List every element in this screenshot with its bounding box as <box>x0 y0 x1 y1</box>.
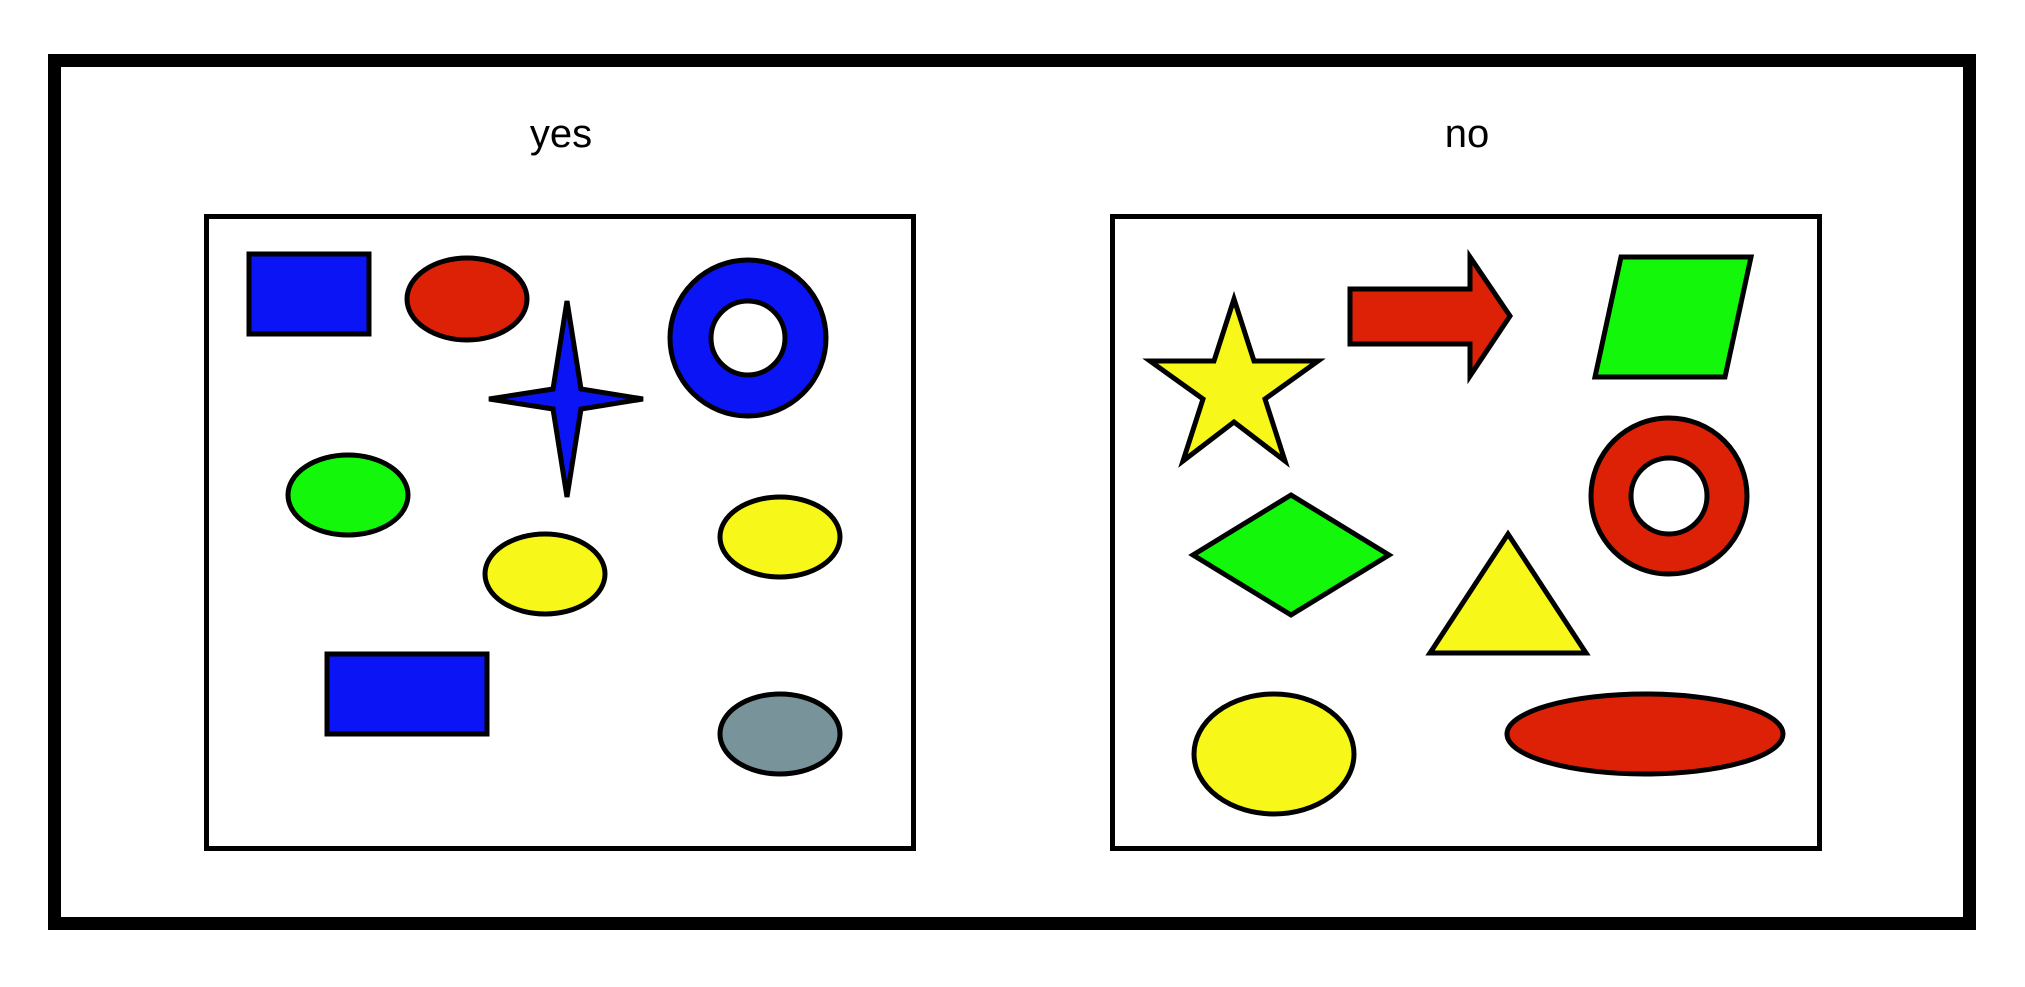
blue-rectangle-icon <box>246 251 372 337</box>
blue-rectangle-icon <box>324 651 490 737</box>
yellow-ellipse-icon <box>717 494 843 580</box>
yellow-ellipse-icon <box>482 531 608 617</box>
red-ellipse-icon <box>404 255 530 343</box>
yes-shapes <box>246 251 843 777</box>
yellow-ellipse-icon <box>1191 691 1357 817</box>
yellow-triangle-icon <box>1425 529 1591 656</box>
blue-four-point-star-icon <box>488 300 644 498</box>
green-ellipse-icon <box>285 452 411 538</box>
green-diamond-icon <box>1188 492 1394 618</box>
no-shapes <box>1142 248 1786 817</box>
no-panel <box>1110 214 1822 851</box>
green-parallelogram-icon <box>1591 254 1755 380</box>
red-ellipse-icon <box>1504 691 1786 777</box>
yes-panel <box>204 214 916 851</box>
red-ring-icon <box>1588 415 1750 577</box>
yes-heading: yes <box>529 112 593 156</box>
red-arrow-icon <box>1347 248 1514 385</box>
blue-ring-icon <box>667 257 829 419</box>
gray-ellipse-icon <box>717 691 843 777</box>
no-heading: no <box>1444 112 1490 156</box>
yellow-star-icon <box>1142 290 1326 468</box>
